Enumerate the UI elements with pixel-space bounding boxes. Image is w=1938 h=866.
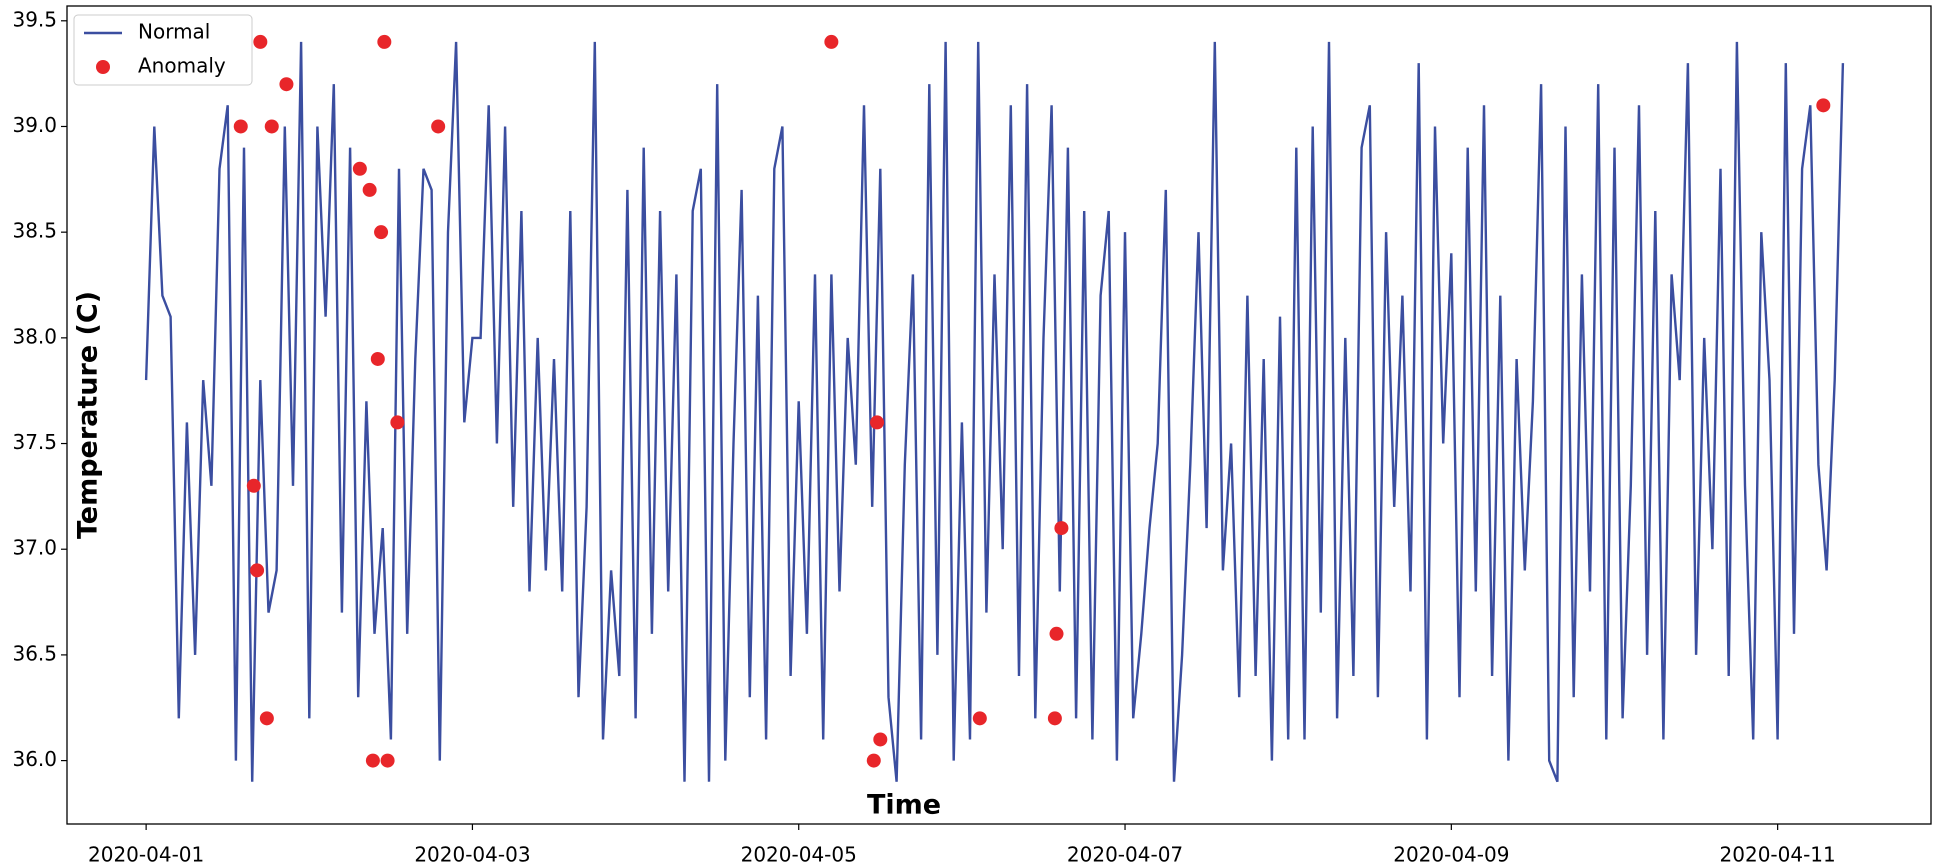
x-tick-label: 2020-04-03	[414, 843, 530, 866]
x-axis-label: Time	[867, 790, 941, 821]
anomaly-point	[824, 34, 839, 49]
legend-label: Normal	[138, 20, 210, 44]
anomaly-point	[431, 119, 446, 134]
anomaly-point	[259, 711, 274, 726]
legend-label: Anomaly	[138, 54, 226, 78]
anomaly-point	[374, 225, 389, 240]
anomaly-point	[362, 182, 377, 197]
x-tick-label: 2020-04-05	[741, 843, 857, 866]
anomaly-point	[264, 119, 279, 134]
y-axis-label: Temperature (C)	[73, 291, 104, 539]
y-tick-label: 38.5	[12, 219, 57, 243]
anomaly-point	[972, 711, 987, 726]
x-tick-label: 2020-04-01	[88, 843, 204, 866]
x-tick-label: 2020-04-11	[1720, 843, 1836, 866]
anomaly-point	[250, 563, 265, 578]
anomaly-point	[365, 753, 380, 768]
anomaly-point	[233, 119, 248, 134]
anomaly-point	[873, 732, 888, 747]
x-tick-label: 2020-04-09	[1393, 843, 1509, 866]
line-normal	[144, 41, 1845, 783]
y-tick-label: 37.5	[12, 430, 57, 454]
anomaly-point	[1054, 521, 1069, 536]
y-tick-label: 39.5	[12, 7, 57, 31]
y-tick-label: 36.5	[12, 641, 57, 665]
anomaly-point	[352, 161, 367, 176]
anomaly-point	[390, 415, 405, 430]
y-tick-label: 39.0	[12, 113, 57, 137]
plot-frame	[66, 5, 1932, 825]
anomaly-point	[1049, 626, 1064, 641]
anomaly-point	[246, 478, 261, 493]
anomaly-point	[1816, 98, 1831, 113]
anomaly-point	[279, 77, 294, 92]
anomaly-point	[870, 415, 885, 430]
anomaly-point	[866, 753, 881, 768]
anomaly-point	[1047, 711, 1062, 726]
y-tick-label: 36.0	[12, 747, 57, 771]
anomaly-point	[380, 753, 395, 768]
anomaly-point	[370, 351, 385, 366]
x-tick-label: 2020-04-07	[1067, 843, 1183, 866]
anomaly-point	[377, 34, 392, 49]
y-tick-label: 37.0	[12, 536, 57, 560]
anomaly-point	[253, 34, 268, 49]
legend-marker	[96, 60, 110, 74]
y-tick-label: 38.0	[12, 324, 57, 348]
